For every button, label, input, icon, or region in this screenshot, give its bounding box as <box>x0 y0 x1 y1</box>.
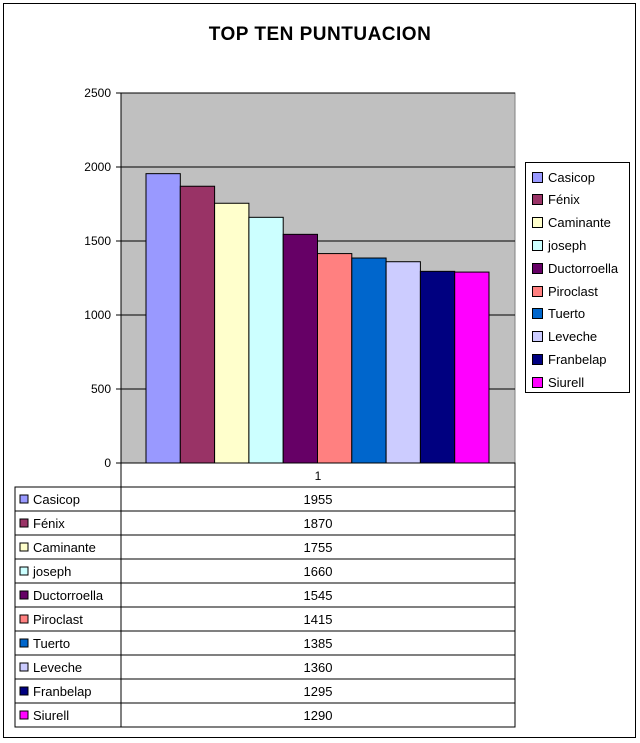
table-row-label-cell <box>14 534 122 560</box>
bar-leveche <box>385 261 421 464</box>
legend-swatch <box>532 308 543 320</box>
table-value-cell <box>120 702 516 728</box>
table-swatch <box>19 614 29 624</box>
chart-title: TOP TEN PUNTUACION <box>208 24 432 45</box>
table-value-cell <box>120 534 516 560</box>
table-value: 1295 <box>304 684 333 699</box>
table-row-label: Siurell <box>33 708 69 723</box>
legend-label: Tuerto <box>548 306 586 322</box>
legend-item: Fénix <box>532 190 580 210</box>
bar-siurell <box>454 271 490 464</box>
legend-swatch <box>532 217 543 229</box>
table-row-label: Tuerto <box>33 636 70 651</box>
y-tick-label: 1000 <box>84 308 111 322</box>
table-value-cell <box>120 654 516 680</box>
legend-item: Piroclast <box>532 281 598 301</box>
bar-caminante <box>214 202 250 464</box>
legend-label: Piroclast <box>548 283 598 299</box>
legend-item: Franbelap <box>532 349 607 369</box>
table-swatch <box>19 638 29 648</box>
legend: Casicop Fénix Caminante joseph Ductorroella P… <box>525 162 630 393</box>
table-row-label-cell <box>14 678 122 704</box>
table-row-label: Leveche <box>33 660 82 675</box>
table-swatch <box>19 686 29 696</box>
table-row-label-cell <box>14 654 122 680</box>
legend-label: Ductorroella <box>548 260 619 276</box>
table-value: 1660 <box>304 564 333 579</box>
table-value: 1755 <box>304 540 333 555</box>
table-row-label: Franbelap <box>33 684 92 699</box>
table-header-cell <box>120 462 516 488</box>
category-label: 1 <box>315 469 322 483</box>
legend-item: Siurell <box>532 372 584 392</box>
legend-swatch <box>532 331 543 343</box>
table-value: 1385 <box>304 636 333 651</box>
legend-label: joseph <box>548 237 587 253</box>
table-row-label: joseph <box>32 564 71 579</box>
table-swatch <box>19 518 29 528</box>
legend-item: Leveche <box>532 327 597 347</box>
table-row-label: Casicop <box>33 492 80 507</box>
table-value-cell <box>120 606 516 632</box>
table-row-label-cell <box>14 510 122 536</box>
legend-swatch <box>532 262 543 274</box>
bar-joseph <box>248 216 284 464</box>
legend-swatch <box>532 239 543 251</box>
legend-item: Caminante <box>532 213 611 233</box>
table-value: 1955 <box>304 492 333 507</box>
table-swatch <box>19 710 29 720</box>
table-value-cell <box>120 558 516 584</box>
y-tick-label: 500 <box>91 382 111 396</box>
bar-ductorroella <box>282 233 319 464</box>
table-value: 1545 <box>304 588 333 603</box>
table-swatch <box>19 494 29 504</box>
table-row-label: Fénix <box>33 516 65 531</box>
bar-tuerto <box>351 257 387 464</box>
table-swatch <box>19 566 29 576</box>
bar-piroclast <box>317 253 353 464</box>
legend-item: Ductorroella <box>532 258 618 278</box>
table-swatch <box>19 662 29 672</box>
y-tick-label: 0 <box>104 456 111 470</box>
table-value-cell <box>120 510 516 536</box>
y-tick-label: 2000 <box>84 160 111 174</box>
bar-franbelap <box>419 270 456 464</box>
legend-item: Casicop <box>532 167 595 187</box>
table-row-label: Piroclast <box>33 612 83 627</box>
y-tick-label: 2500 <box>84 86 111 100</box>
legend-label: Siurell <box>548 374 585 390</box>
legend-label: Caminante <box>548 215 611 231</box>
table-row-label: Caminante <box>33 540 96 555</box>
table-swatch <box>19 590 29 600</box>
table-value: 1415 <box>304 612 333 627</box>
bar-fénix <box>179 185 216 464</box>
table-value: 1870 <box>304 516 333 531</box>
table-value-cell <box>120 630 516 656</box>
legend-label: Leveche <box>548 329 598 345</box>
y-tick-label: 1500 <box>84 234 111 248</box>
legend-label: Casicop <box>548 169 595 185</box>
legend-swatch <box>532 353 543 365</box>
legend-swatch <box>532 171 543 183</box>
legend-label: Franbelap <box>548 351 607 367</box>
legend-swatch <box>532 194 543 206</box>
table-row-label-cell <box>14 486 122 512</box>
legend-swatch <box>532 376 543 388</box>
table-value: 1360 <box>304 660 333 675</box>
legend-label: Fénix <box>548 192 580 208</box>
table-value: 1290 <box>304 708 333 723</box>
legend-swatch <box>532 285 543 297</box>
bar-casicop <box>145 173 181 464</box>
legend-item: joseph <box>532 235 586 255</box>
table-row-label: Ductorroella <box>33 588 104 603</box>
legend-item: Tuerto <box>532 304 585 324</box>
table-swatch <box>19 542 29 552</box>
